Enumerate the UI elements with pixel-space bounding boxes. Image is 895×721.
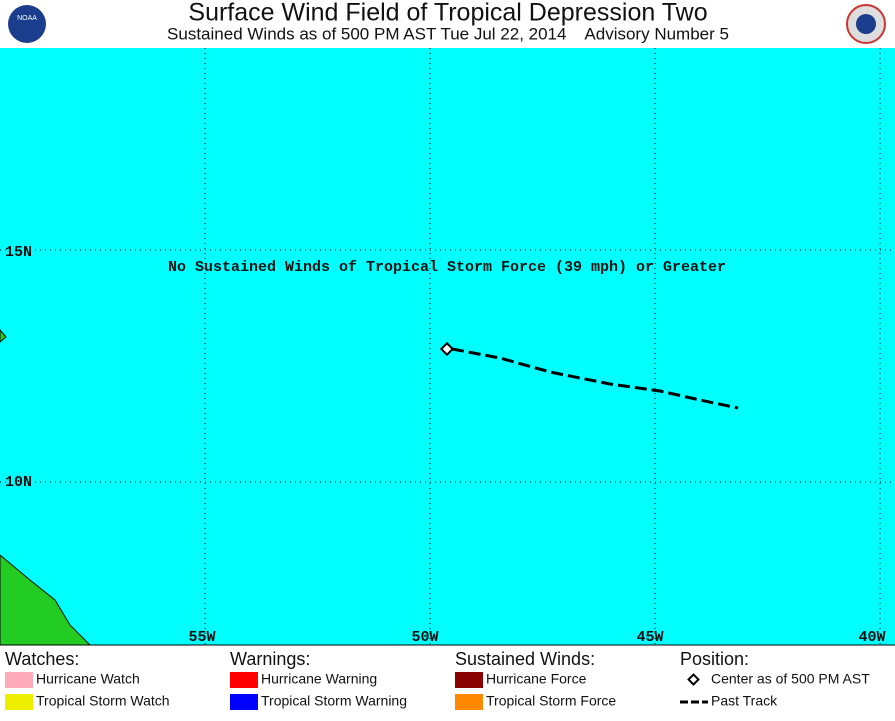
lon-label: 40W — [858, 629, 885, 646]
legend-swatch — [455, 694, 483, 710]
legend-label: Past Track — [711, 693, 778, 709]
lon-label: 45W — [636, 629, 663, 646]
lon-label: 55W — [188, 629, 215, 646]
island — [0, 329, 7, 343]
land — [0, 554, 92, 646]
legend-swatch — [5, 694, 33, 710]
legend-label: Hurricane Watch — [36, 671, 140, 687]
legend-label: Tropical Storm Warning — [261, 693, 407, 709]
lat-label: 10N — [5, 474, 32, 491]
legend-label: Center as of 500 PM AST — [711, 671, 870, 687]
legend-heading: Watches: — [5, 649, 79, 669]
legend-heading: Warnings: — [230, 649, 310, 669]
noaa-logo — [8, 5, 46, 43]
legend-swatch — [230, 672, 258, 688]
title: Surface Wind Field of Tropical Depressio… — [188, 0, 707, 27]
map-note: No Sustained Winds of Tropical Storm For… — [168, 259, 726, 276]
legend-swatch — [230, 694, 258, 710]
legend-center-icon — [687, 673, 700, 686]
subtitle: Sustained Winds as of 500 PM AST Tue Jul… — [167, 24, 729, 43]
storm-center — [439, 341, 455, 357]
legend-heading: Sustained Winds: — [455, 649, 595, 669]
legend-swatch — [455, 672, 483, 688]
legend-label: Hurricane Warning — [261, 671, 377, 687]
legend-heading: Position: — [680, 649, 749, 669]
nws-logo-inner — [856, 14, 876, 34]
noaa-logo-text: NOAA — [17, 15, 37, 22]
lat-label: 15N — [5, 244, 32, 261]
graticule — [0, 48, 895, 645]
past-track — [451, 347, 739, 410]
legend-label: Tropical Storm Watch — [36, 693, 170, 709]
legend-label: Tropical Storm Force — [486, 693, 616, 709]
legend-swatch — [5, 672, 33, 688]
legend-label: Hurricane Force — [486, 671, 587, 687]
lon-label: 50W — [411, 629, 438, 646]
